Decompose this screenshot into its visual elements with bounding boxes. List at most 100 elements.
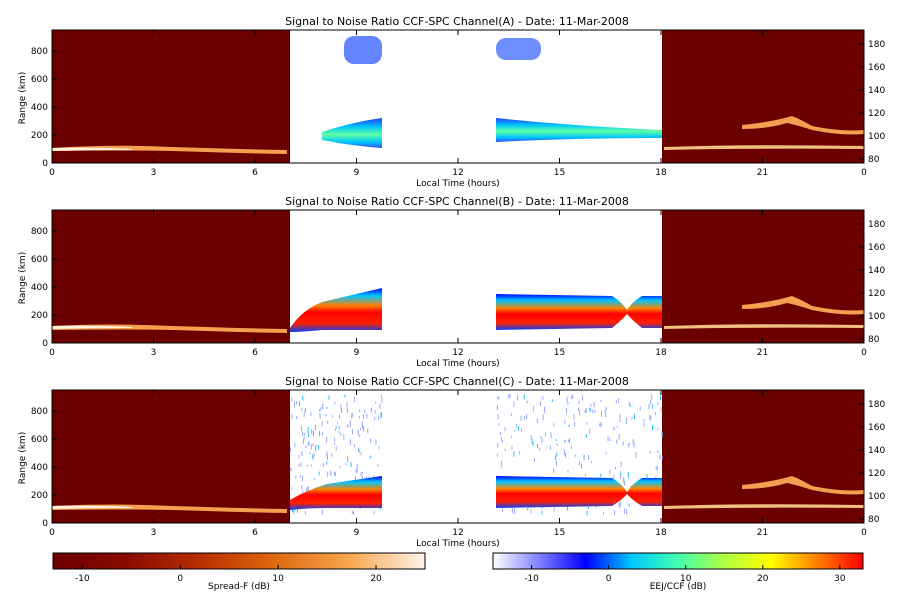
x-tick-label: 0 bbox=[49, 528, 55, 538]
noise-speck bbox=[499, 432, 501, 436]
day-echo-upper-2 bbox=[496, 38, 541, 60]
noise-speck bbox=[349, 439, 351, 446]
noise-speck bbox=[334, 401, 336, 405]
noise-speck bbox=[566, 506, 568, 511]
colorbar-eej-label: EEJ/CCF (dB) bbox=[650, 582, 707, 592]
y-tick-label: 200 bbox=[31, 491, 48, 501]
noise-speck bbox=[555, 438, 557, 442]
x-tick-label: 0 bbox=[861, 168, 867, 178]
noise-speck bbox=[305, 445, 307, 449]
colorbar-spreadf-bar bbox=[52, 552, 426, 570]
noise-speck bbox=[574, 454, 576, 457]
noise-speck bbox=[340, 408, 342, 413]
noise-speck bbox=[618, 502, 620, 509]
noise-speck bbox=[590, 408, 592, 413]
y2-tick-label: 100 bbox=[868, 492, 885, 502]
day-echo-band-b1 bbox=[290, 288, 382, 332]
noise-speck bbox=[631, 416, 633, 420]
colorbar-tick-label: -10 bbox=[75, 574, 90, 584]
noise-speck bbox=[515, 423, 517, 428]
noise-speck bbox=[347, 455, 349, 461]
noise-speck bbox=[657, 427, 659, 431]
night-region-right bbox=[662, 390, 864, 523]
noise-speck bbox=[649, 399, 651, 405]
noise-speck bbox=[312, 430, 314, 437]
panel-c-y2ticks: 80 100 120 140 160 180 bbox=[859, 400, 885, 525]
noise-speck bbox=[628, 402, 630, 406]
noise-speck bbox=[304, 510, 306, 515]
x-tick-label: 3 bbox=[151, 348, 157, 358]
noise-speck bbox=[358, 450, 360, 453]
noise-speck bbox=[616, 425, 618, 428]
y-tick-label: 800 bbox=[31, 227, 48, 237]
noise-speck bbox=[567, 439, 569, 442]
noise-speck bbox=[497, 443, 499, 448]
noise-speck bbox=[290, 468, 292, 472]
night-echo-right bbox=[742, 116, 864, 135]
noise-speck bbox=[373, 511, 375, 514]
noise-speck bbox=[301, 407, 303, 411]
noise-speck bbox=[309, 451, 311, 455]
colorbar-tick-label: 20 bbox=[757, 574, 769, 584]
noise-speck bbox=[602, 511, 604, 515]
noise-speck bbox=[570, 445, 572, 449]
noise-speck bbox=[508, 394, 510, 399]
noise-speck bbox=[517, 395, 519, 401]
noise-speck bbox=[614, 467, 616, 470]
noise-speck bbox=[292, 508, 294, 513]
x-tick-label: 6 bbox=[252, 528, 258, 538]
noise-speck bbox=[306, 486, 308, 493]
noise-speck bbox=[541, 438, 543, 443]
noise-speck bbox=[620, 461, 622, 467]
noise-speck bbox=[536, 418, 538, 424]
noise-speck bbox=[301, 485, 303, 490]
noise-speck bbox=[334, 437, 336, 442]
panel-c-xticks: 0 3 6 9 12 15 18 21 0 bbox=[49, 390, 867, 538]
colorbar-eej: -10 0 10 20 30 EEJ/CCF (dB) bbox=[492, 552, 864, 592]
noise-speck bbox=[510, 435, 512, 438]
noise-speck bbox=[651, 404, 653, 410]
y-tick-label: 400 bbox=[31, 103, 48, 113]
y2-tick-label: 160 bbox=[868, 423, 885, 433]
y2-tick-label: 120 bbox=[868, 109, 885, 119]
noise-speck bbox=[356, 463, 358, 470]
noise-speck bbox=[648, 403, 650, 410]
noise-speck bbox=[326, 457, 328, 460]
noise-speck bbox=[381, 412, 383, 417]
noise-speck bbox=[538, 447, 540, 451]
noise-speck bbox=[574, 421, 576, 427]
noise-speck bbox=[659, 453, 661, 460]
noise-speck bbox=[578, 407, 580, 412]
noise-speck bbox=[312, 443, 314, 447]
noise-speck bbox=[350, 461, 352, 467]
x-tick-label: 18 bbox=[655, 168, 667, 178]
noise-speck bbox=[527, 507, 529, 511]
noise-speck bbox=[310, 412, 312, 417]
noise-speck bbox=[291, 487, 293, 490]
colorbar-tick-label: 20 bbox=[370, 574, 382, 584]
day-echo-band-b2 bbox=[496, 294, 662, 330]
noise-speck bbox=[568, 424, 570, 427]
panel-a-xticks: 0 3 6 9 12 15 18 21 0 bbox=[49, 30, 867, 178]
noise-speck bbox=[541, 510, 543, 515]
noise-speck bbox=[650, 415, 652, 421]
noise-speck bbox=[299, 475, 301, 478]
noise-speck bbox=[584, 473, 586, 477]
x-tick-label: 15 bbox=[554, 168, 565, 178]
noise-speck bbox=[307, 464, 309, 467]
noise-speck bbox=[319, 412, 321, 419]
panel-c-xlabel: Local Time (hours) bbox=[416, 539, 499, 549]
y2-tick-label: 80 bbox=[868, 155, 880, 165]
noise-speck bbox=[655, 476, 657, 480]
x-tick-label: 6 bbox=[252, 168, 258, 178]
colorbar-tick-label: 0 bbox=[606, 574, 612, 584]
noise-speck bbox=[498, 422, 500, 426]
noise-speck bbox=[586, 421, 588, 425]
panel-b-heatmap bbox=[52, 210, 864, 343]
noise-speck bbox=[347, 424, 349, 428]
noise-speck bbox=[370, 438, 372, 443]
noise-speck bbox=[552, 399, 554, 402]
noise-speck bbox=[343, 434, 345, 440]
noise-speck bbox=[319, 431, 321, 437]
x-tick-label: 21 bbox=[757, 168, 768, 178]
